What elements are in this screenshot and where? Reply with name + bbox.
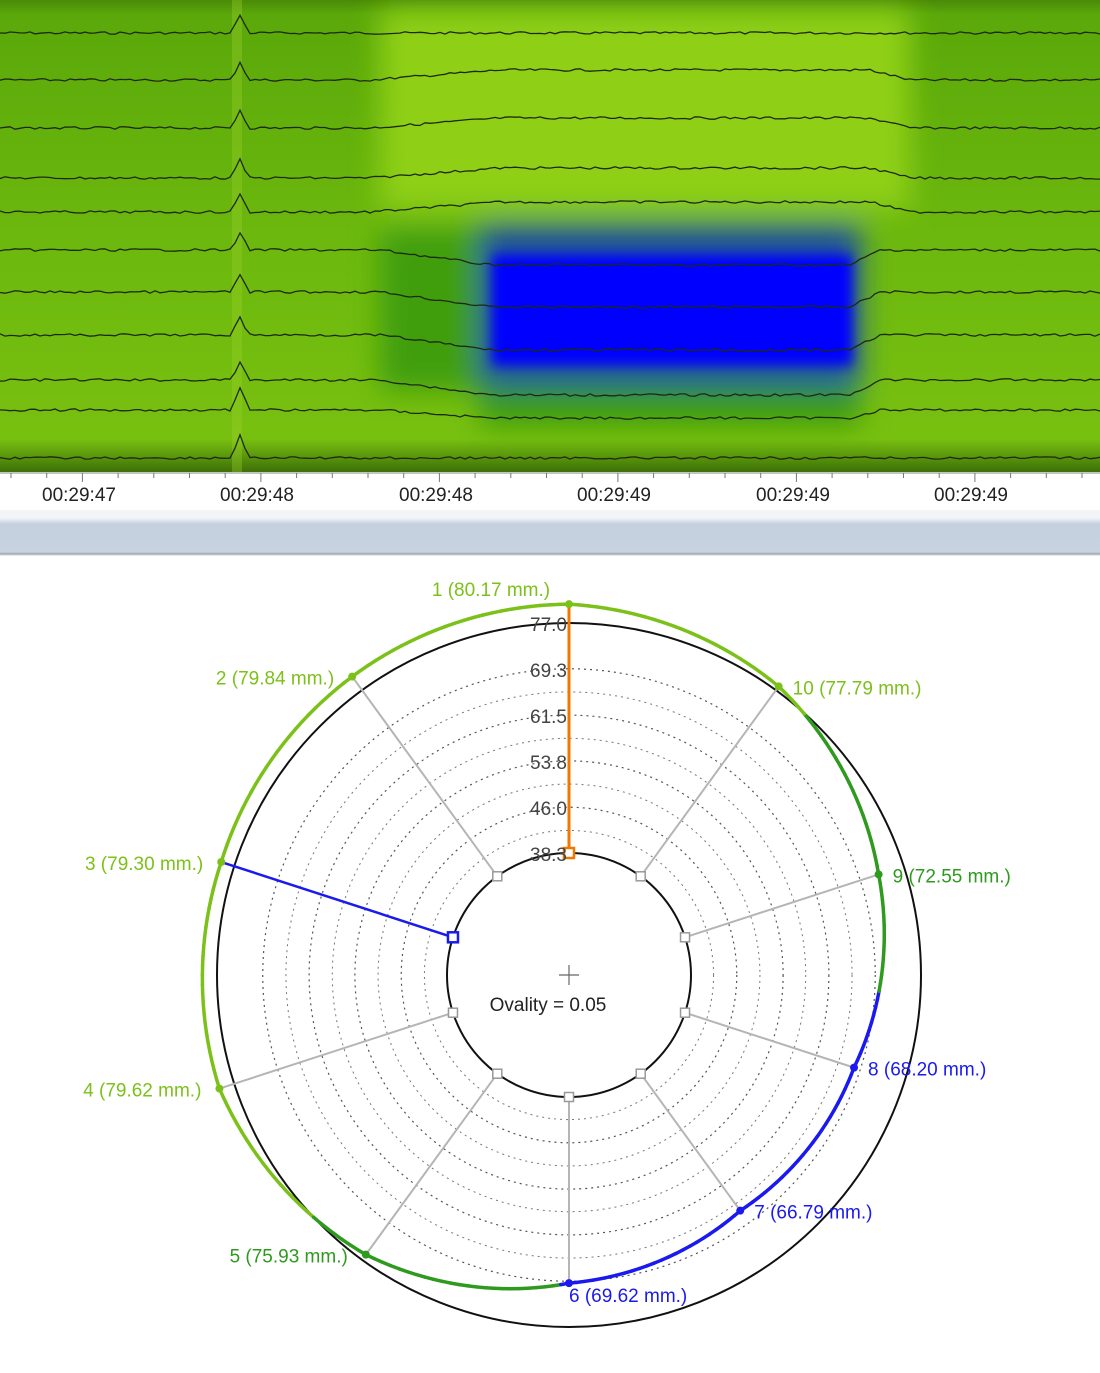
radial-tick-label: 38.3 bbox=[530, 845, 567, 866]
time-tick-label: 00:29:47 bbox=[42, 485, 116, 506]
sensor-spoke-7[interactable] bbox=[639, 1073, 742, 1212]
sensor-point-6[interactable] bbox=[565, 1279, 573, 1288]
heatmap-spike-band bbox=[232, 0, 242, 472]
sensor-label-5: 5 (75.93 mm.) bbox=[230, 1247, 348, 1268]
sensor-spoke-8[interactable] bbox=[684, 1011, 855, 1069]
sensor-handle-4[interactable] bbox=[447, 1007, 459, 1018]
sensor-trace bbox=[0, 386, 1100, 420]
sensor-handle-8[interactable] bbox=[679, 1007, 691, 1018]
sensor-traces bbox=[0, 13, 1100, 460]
sensor-trace bbox=[0, 315, 1100, 352]
sensor-handle-2[interactable] bbox=[492, 871, 503, 882]
sensor-handle-6[interactable] bbox=[563, 1091, 575, 1103]
sensor-point-9[interactable] bbox=[874, 870, 883, 879]
sensor-trace bbox=[0, 432, 1100, 460]
sensor-label-1: 1 (80.17 mm.) bbox=[432, 580, 550, 601]
sensor-spoke-3[interactable] bbox=[220, 860, 454, 939]
radial-ring bbox=[400, 806, 738, 1144]
sensor-label-8: 8 (68.20 mm.) bbox=[868, 1060, 986, 1081]
sensor-label-7: 7 (66.79 mm.) bbox=[754, 1203, 872, 1224]
sensor-heatmap[interactable] bbox=[0, 0, 1100, 472]
sensor-trace bbox=[0, 231, 1100, 267]
radial-tick-label: 69.3 bbox=[530, 661, 567, 682]
center-cross-icon bbox=[559, 965, 579, 985]
sensor-label-6: 6 (69.62 mm.) bbox=[569, 1286, 687, 1307]
sensor-handle-3[interactable] bbox=[446, 931, 460, 944]
sensor-spoke-2[interactable] bbox=[351, 675, 499, 877]
sensor-label-4: 4 (79.62 mm.) bbox=[83, 1081, 201, 1102]
sensor-point-2[interactable] bbox=[348, 672, 357, 681]
radial-tick-label: 61.5 bbox=[530, 707, 567, 728]
sensor-trace bbox=[0, 157, 1100, 180]
radial-tick-label: 46.0 bbox=[530, 799, 567, 820]
sensor-spoke-9[interactable] bbox=[684, 873, 879, 939]
sensor-trace bbox=[0, 60, 1100, 82]
time-tick-label: 00:29:48 bbox=[399, 485, 473, 506]
radial-minor-ring bbox=[377, 783, 761, 1167]
sensor-handle-9[interactable] bbox=[679, 932, 691, 943]
sensor-handle-7[interactable] bbox=[635, 1068, 646, 1079]
time-tick-label: 00:29:49 bbox=[577, 485, 651, 506]
sensor-handle-1[interactable] bbox=[562, 846, 576, 860]
sensor-spoke-10[interactable] bbox=[639, 685, 780, 877]
radial-tick-label: 77.0 bbox=[530, 615, 567, 636]
sensor-point-3[interactable] bbox=[217, 858, 226, 867]
sensor-label-3: 3 (79.30 mm.) bbox=[85, 854, 203, 875]
heatmap-low-region bbox=[492, 255, 852, 365]
sensor-label-2: 2 (79.84 mm.) bbox=[216, 669, 334, 690]
sensor-point-4[interactable] bbox=[215, 1084, 224, 1093]
sensor-trace bbox=[0, 192, 1100, 214]
time-tick-label: 00:29:49 bbox=[756, 485, 830, 506]
sensor-point-5[interactable] bbox=[361, 1250, 370, 1259]
sensor-trace bbox=[0, 273, 1100, 309]
sensor-handle-5[interactable] bbox=[492, 1068, 503, 1079]
time-axis: 00:29:47 00:29:48 00:29:48 00:29:49 00:2… bbox=[0, 472, 1100, 510]
ovality-value: Ovality = 0.05 bbox=[490, 995, 607, 1016]
radial-minor-ring bbox=[423, 829, 715, 1121]
sensor-label-9: 9 (72.55 mm.) bbox=[893, 866, 1011, 887]
sensor-label-10: 10 (77.79 mm.) bbox=[793, 678, 922, 699]
sensor-spoke-5[interactable] bbox=[365, 1073, 499, 1256]
panel-splitter[interactable] bbox=[0, 510, 1100, 556]
sensor-trace bbox=[0, 13, 1100, 35]
sensor-spoke-4[interactable] bbox=[219, 1011, 454, 1090]
sensor-point-8[interactable] bbox=[850, 1063, 859, 1072]
sensor-trace bbox=[0, 108, 1100, 130]
ovality-polar-chart[interactable]: 77.0 69.3 61.5 53.8 46.0 38.3 1 (80.17 mm.) 2 … bbox=[0, 556, 1100, 1373]
sensor-point-7[interactable] bbox=[736, 1206, 745, 1215]
sensor-point-10[interactable] bbox=[774, 682, 783, 691]
sensor-point-1[interactable] bbox=[565, 600, 573, 609]
radial-tick-label: 53.8 bbox=[530, 753, 567, 774]
time-tick-label: 00:29:49 bbox=[934, 485, 1008, 506]
sensor-trace bbox=[0, 360, 1100, 397]
time-tick-label: 00:29:48 bbox=[220, 485, 294, 506]
sensor-handle-10[interactable] bbox=[635, 871, 646, 882]
